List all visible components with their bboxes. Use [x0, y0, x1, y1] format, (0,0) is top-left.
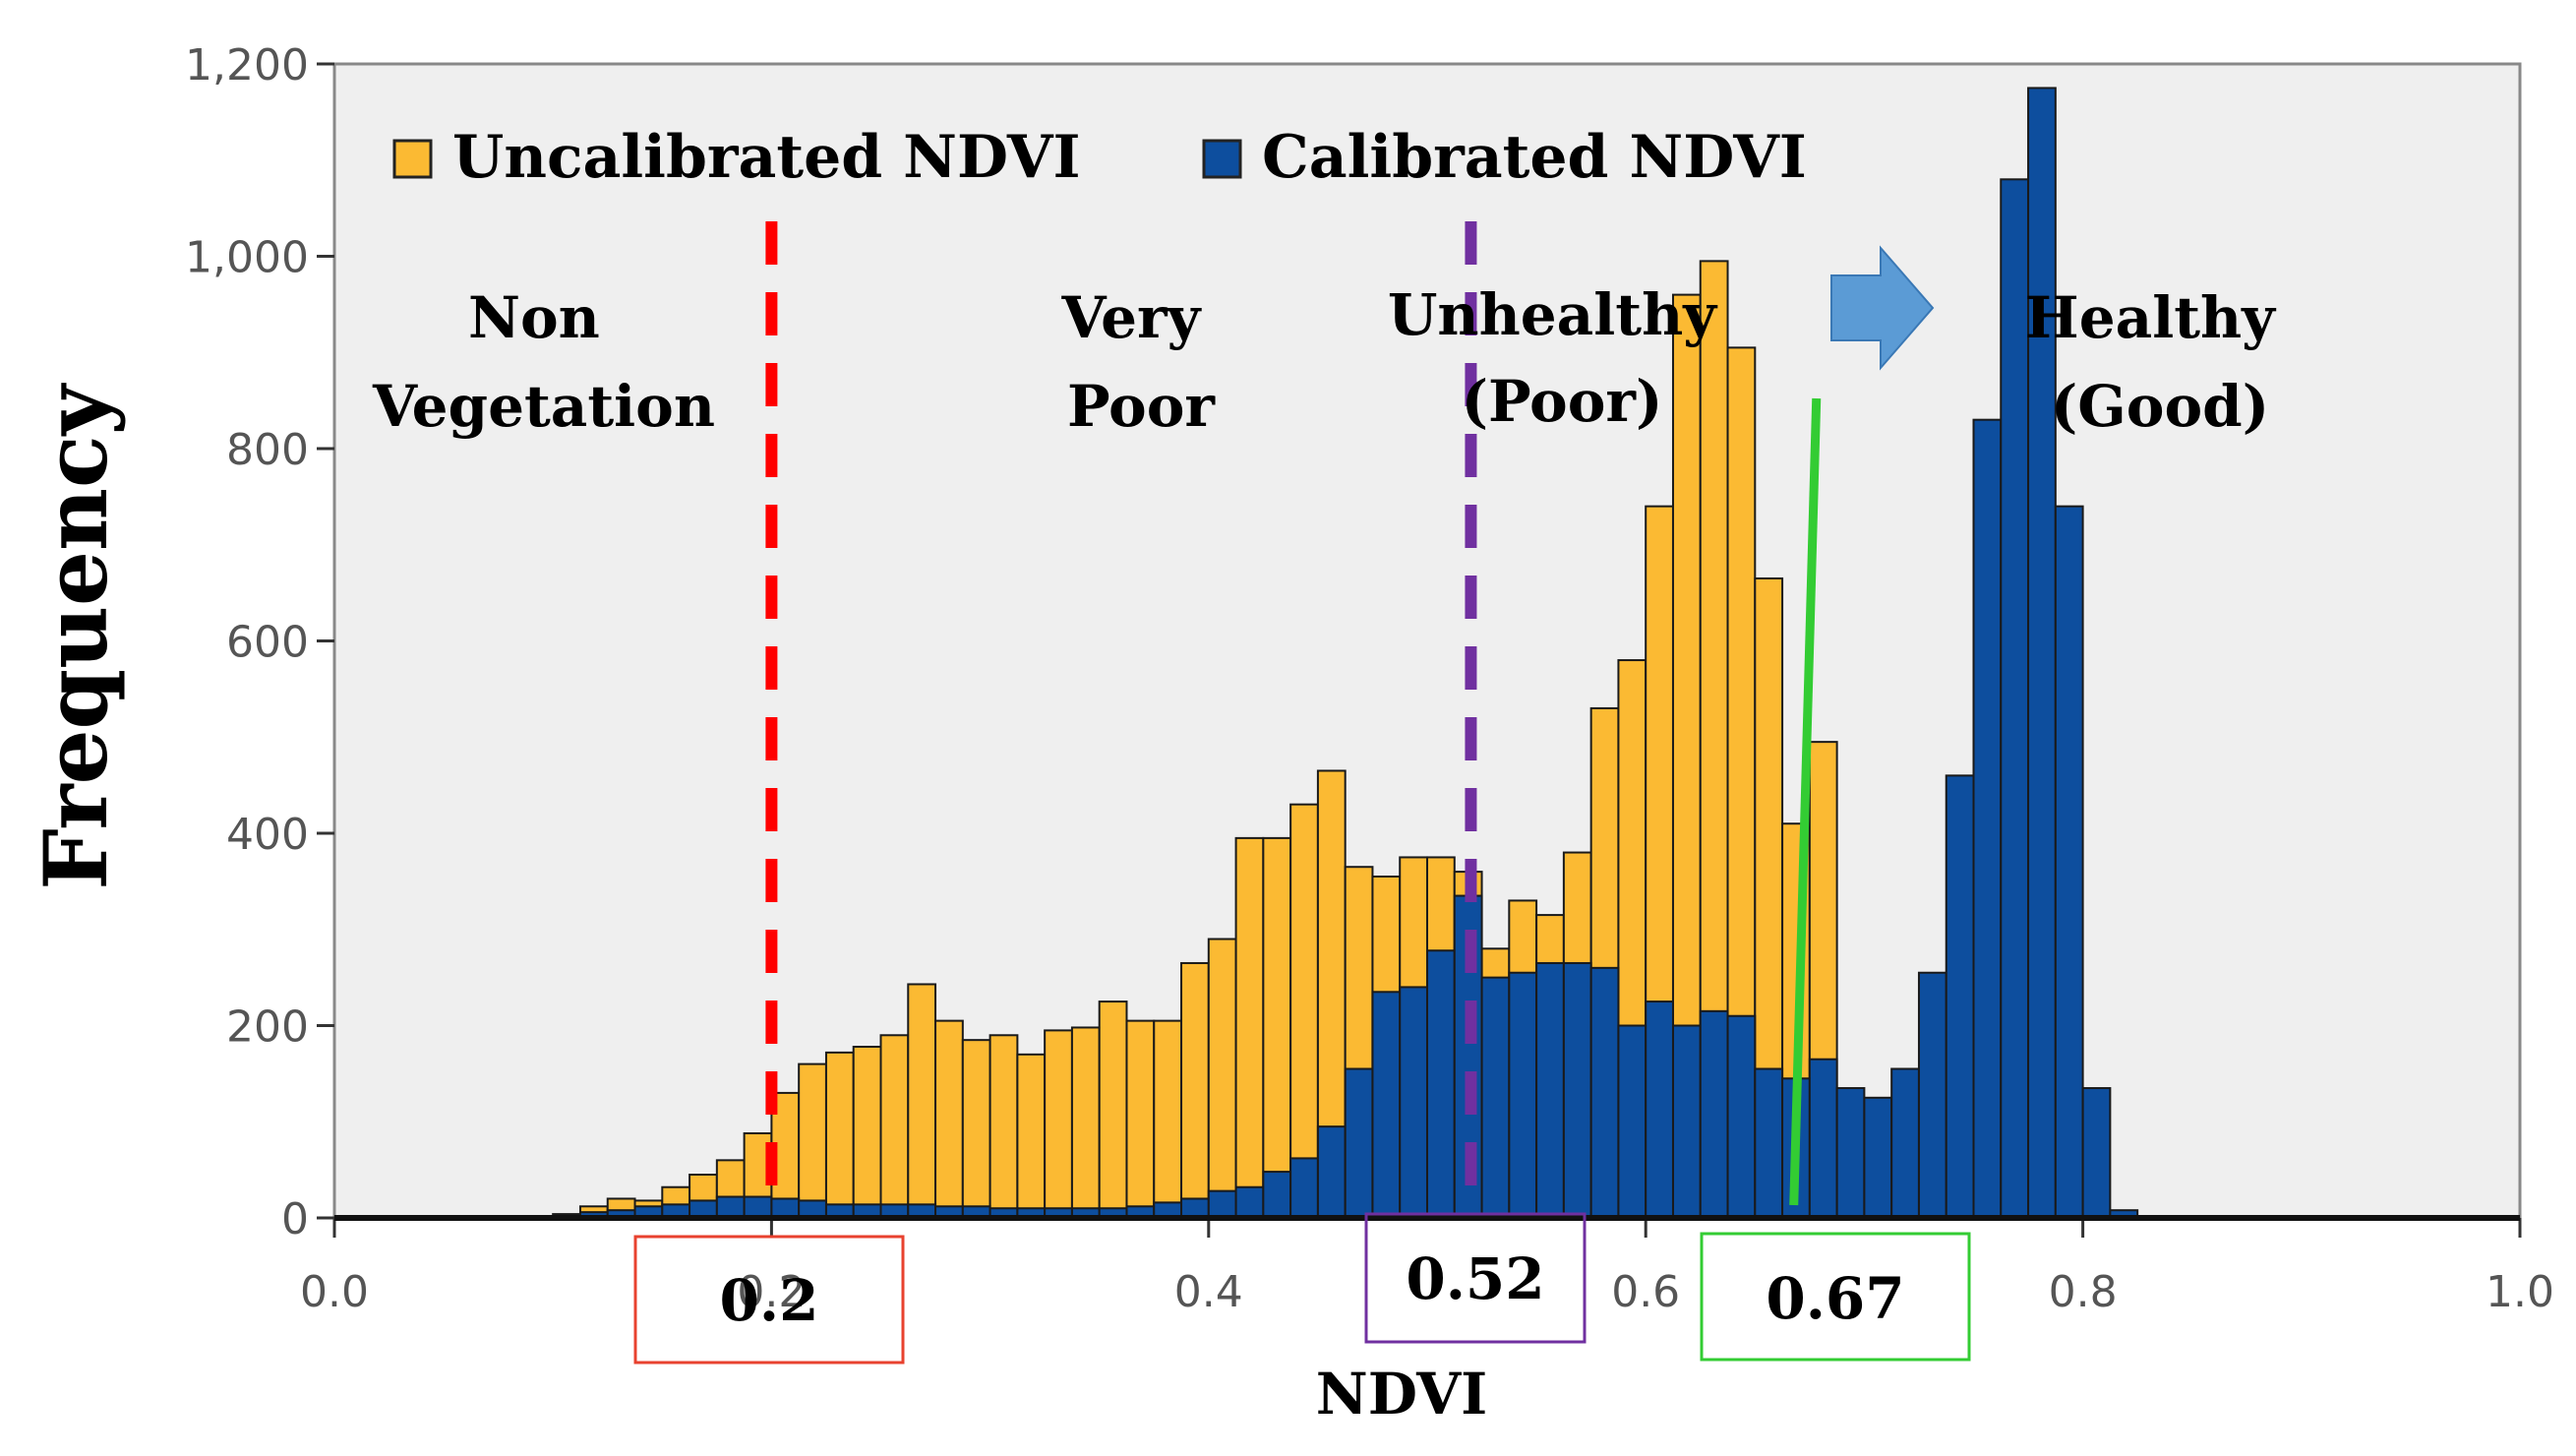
bar-calibrated: [2000, 178, 2030, 1219]
bar-calibrated: [1945, 774, 1975, 1219]
bar-uncalibrated: [1207, 938, 1237, 1220]
bar-calibrated: [715, 1195, 746, 1219]
bar-calibrated: [1535, 961, 1565, 1220]
bar-uncalibrated: [879, 1034, 910, 1220]
x-tick-label: 0.6: [1611, 1267, 1680, 1317]
shift-arrow-icon: [1830, 245, 1935, 371]
bar-uncalibrated: [1098, 1001, 1128, 1219]
bar-calibrated: [1754, 1067, 1784, 1220]
bar-calibrated: [2054, 505, 2084, 1219]
bar-calibrated: [1671, 1024, 1702, 1219]
bar-uncalibrated: [1153, 1019, 1183, 1220]
zone-label-line: Non: [468, 284, 600, 351]
zone-label-line: Unhealthy: [1388, 281, 1718, 348]
bar-uncalibrated: [934, 1019, 964, 1220]
y-tick-label: 400: [226, 810, 309, 860]
x-tick-label: 0.2: [737, 1267, 806, 1317]
bar-uncalibrated: [1125, 1019, 1156, 1220]
bar-calibrated: [2081, 1087, 2112, 1219]
threshold-label-0-52: 0.52: [1406, 1245, 1544, 1312]
bar-uncalibrated: [1016, 1053, 1047, 1219]
bar-calibrated: [1344, 1067, 1374, 1220]
bar-uncalibrated: [1289, 803, 1319, 1219]
legend-swatch-calibrated: [1202, 139, 1242, 179]
bar-calibrated: [1890, 1067, 1920, 1220]
bar-calibrated: [1863, 1096, 1893, 1219]
bar-uncalibrated: [1262, 836, 1292, 1219]
bar-calibrated: [1972, 418, 2003, 1219]
x-tick-label: 0.4: [1174, 1267, 1243, 1317]
threshold-lines: [765, 221, 1822, 1206]
bar-calibrated: [1399, 986, 1428, 1220]
threshold-box-0-2: [633, 1235, 905, 1365]
bar-calibrated: [1371, 991, 1402, 1219]
bar-calibrated: [1645, 1001, 1674, 1219]
bar-uncalibrated: [852, 1046, 882, 1219]
threshold-label-0-2: 0.2: [720, 1267, 819, 1334]
bar-calibrated: [1589, 966, 1620, 1219]
bar-uncalibrated: [1070, 1026, 1101, 1219]
zone-label-line: Vegetation: [372, 373, 715, 440]
bar-calibrated: [743, 1195, 773, 1219]
bar-calibrated: [1234, 1185, 1265, 1219]
zone-label-line: Healthy: [2025, 284, 2277, 351]
zone-label-unhealthy: Unhealthy (Poor): [1388, 281, 1736, 435]
axis-ticks: 0 200 400 600 800 1,000 1,200 0.0 0.2 0.4 0.6 0.8 1.…: [185, 40, 2554, 1317]
bar-calibrated: [1480, 976, 1511, 1219]
bar-calibrated: [1699, 1009, 1729, 1220]
bar-calibrated: [1316, 1125, 1347, 1219]
bar-calibrated: [1426, 949, 1456, 1219]
legend-label-uncalibrated: Uncalibrated NDVI: [452, 123, 1081, 192]
bar-calibrated: [1617, 1024, 1647, 1219]
zone-label-line: Poor: [1067, 373, 1216, 440]
legend-label-calibrated: Calibrated NDVI: [1262, 123, 1807, 192]
y-tick-label: 1,200: [185, 40, 309, 91]
y-axis-label: Frequency: [25, 382, 127, 889]
threshold-box-0-52: [1364, 1212, 1587, 1344]
bar-uncalibrated: [1180, 961, 1210, 1220]
x-tick-label: 1.0: [2486, 1267, 2554, 1317]
legend-swatch-uncalibrated: [392, 139, 433, 179]
y-tick-label: 200: [226, 1002, 309, 1053]
y-tick-label: 1,000: [185, 233, 309, 283]
zone-label-line: (Good): [2051, 373, 2269, 440]
zone-label-line: Very: [1060, 284, 1202, 351]
bar-calibrated: [1726, 1014, 1757, 1219]
bar-uncalibrated: [907, 983, 937, 1220]
bar-calibrated: [1562, 961, 1592, 1220]
bar-calibrated: [1835, 1087, 1866, 1219]
y-tick-label: 800: [226, 425, 309, 475]
y-tick-label: 600: [226, 618, 309, 668]
bar-calibrated: [1289, 1157, 1319, 1220]
threshold-label-0-67: 0.67: [1766, 1265, 1904, 1332]
y-tick-label: 0: [281, 1194, 309, 1244]
bar-calibrated: [1207, 1189, 1237, 1220]
bar-calibrated: [1917, 971, 1947, 1219]
threshold-box-0-67: [1700, 1232, 1971, 1362]
zone-label-very-poor: Very Poor: [1060, 284, 1220, 440]
x-tick-label: 0.0: [300, 1267, 369, 1317]
bar-calibrated: [1508, 971, 1538, 1219]
threshold-line: [1789, 397, 1822, 1206]
bar-calibrated: [1808, 1058, 1838, 1220]
threshold-boxes: 0.2 0.52 0.67: [633, 1212, 1971, 1365]
x-tick-label: 0.8: [2049, 1267, 2118, 1317]
zone-label-line: (Poor): [1462, 368, 1663, 435]
bar-uncalibrated: [1234, 836, 1265, 1219]
bar-uncalibrated: [798, 1062, 827, 1219]
calibrated-series: [497, 87, 2139, 1220]
zone-labels: Non Vegetation Very Poor Unhealthy (Poor…: [372, 281, 2295, 440]
zone-label-non-vegetation: Non Vegetation: [372, 284, 715, 440]
bar-uncalibrated: [988, 1034, 1019, 1220]
legend: Uncalibrated NDVI Calibrated NDVI: [392, 123, 1807, 192]
bar-calibrated: [1262, 1171, 1292, 1219]
bar-calibrated: [2027, 87, 2057, 1219]
bar-uncalibrated: [961, 1039, 991, 1219]
bar-uncalibrated: [824, 1051, 855, 1219]
bar-uncalibrated: [1044, 1029, 1073, 1219]
zone-label-healthy: Healthy (Good): [2025, 284, 2295, 440]
x-axis-label: NDVI: [1316, 1361, 1487, 1427]
